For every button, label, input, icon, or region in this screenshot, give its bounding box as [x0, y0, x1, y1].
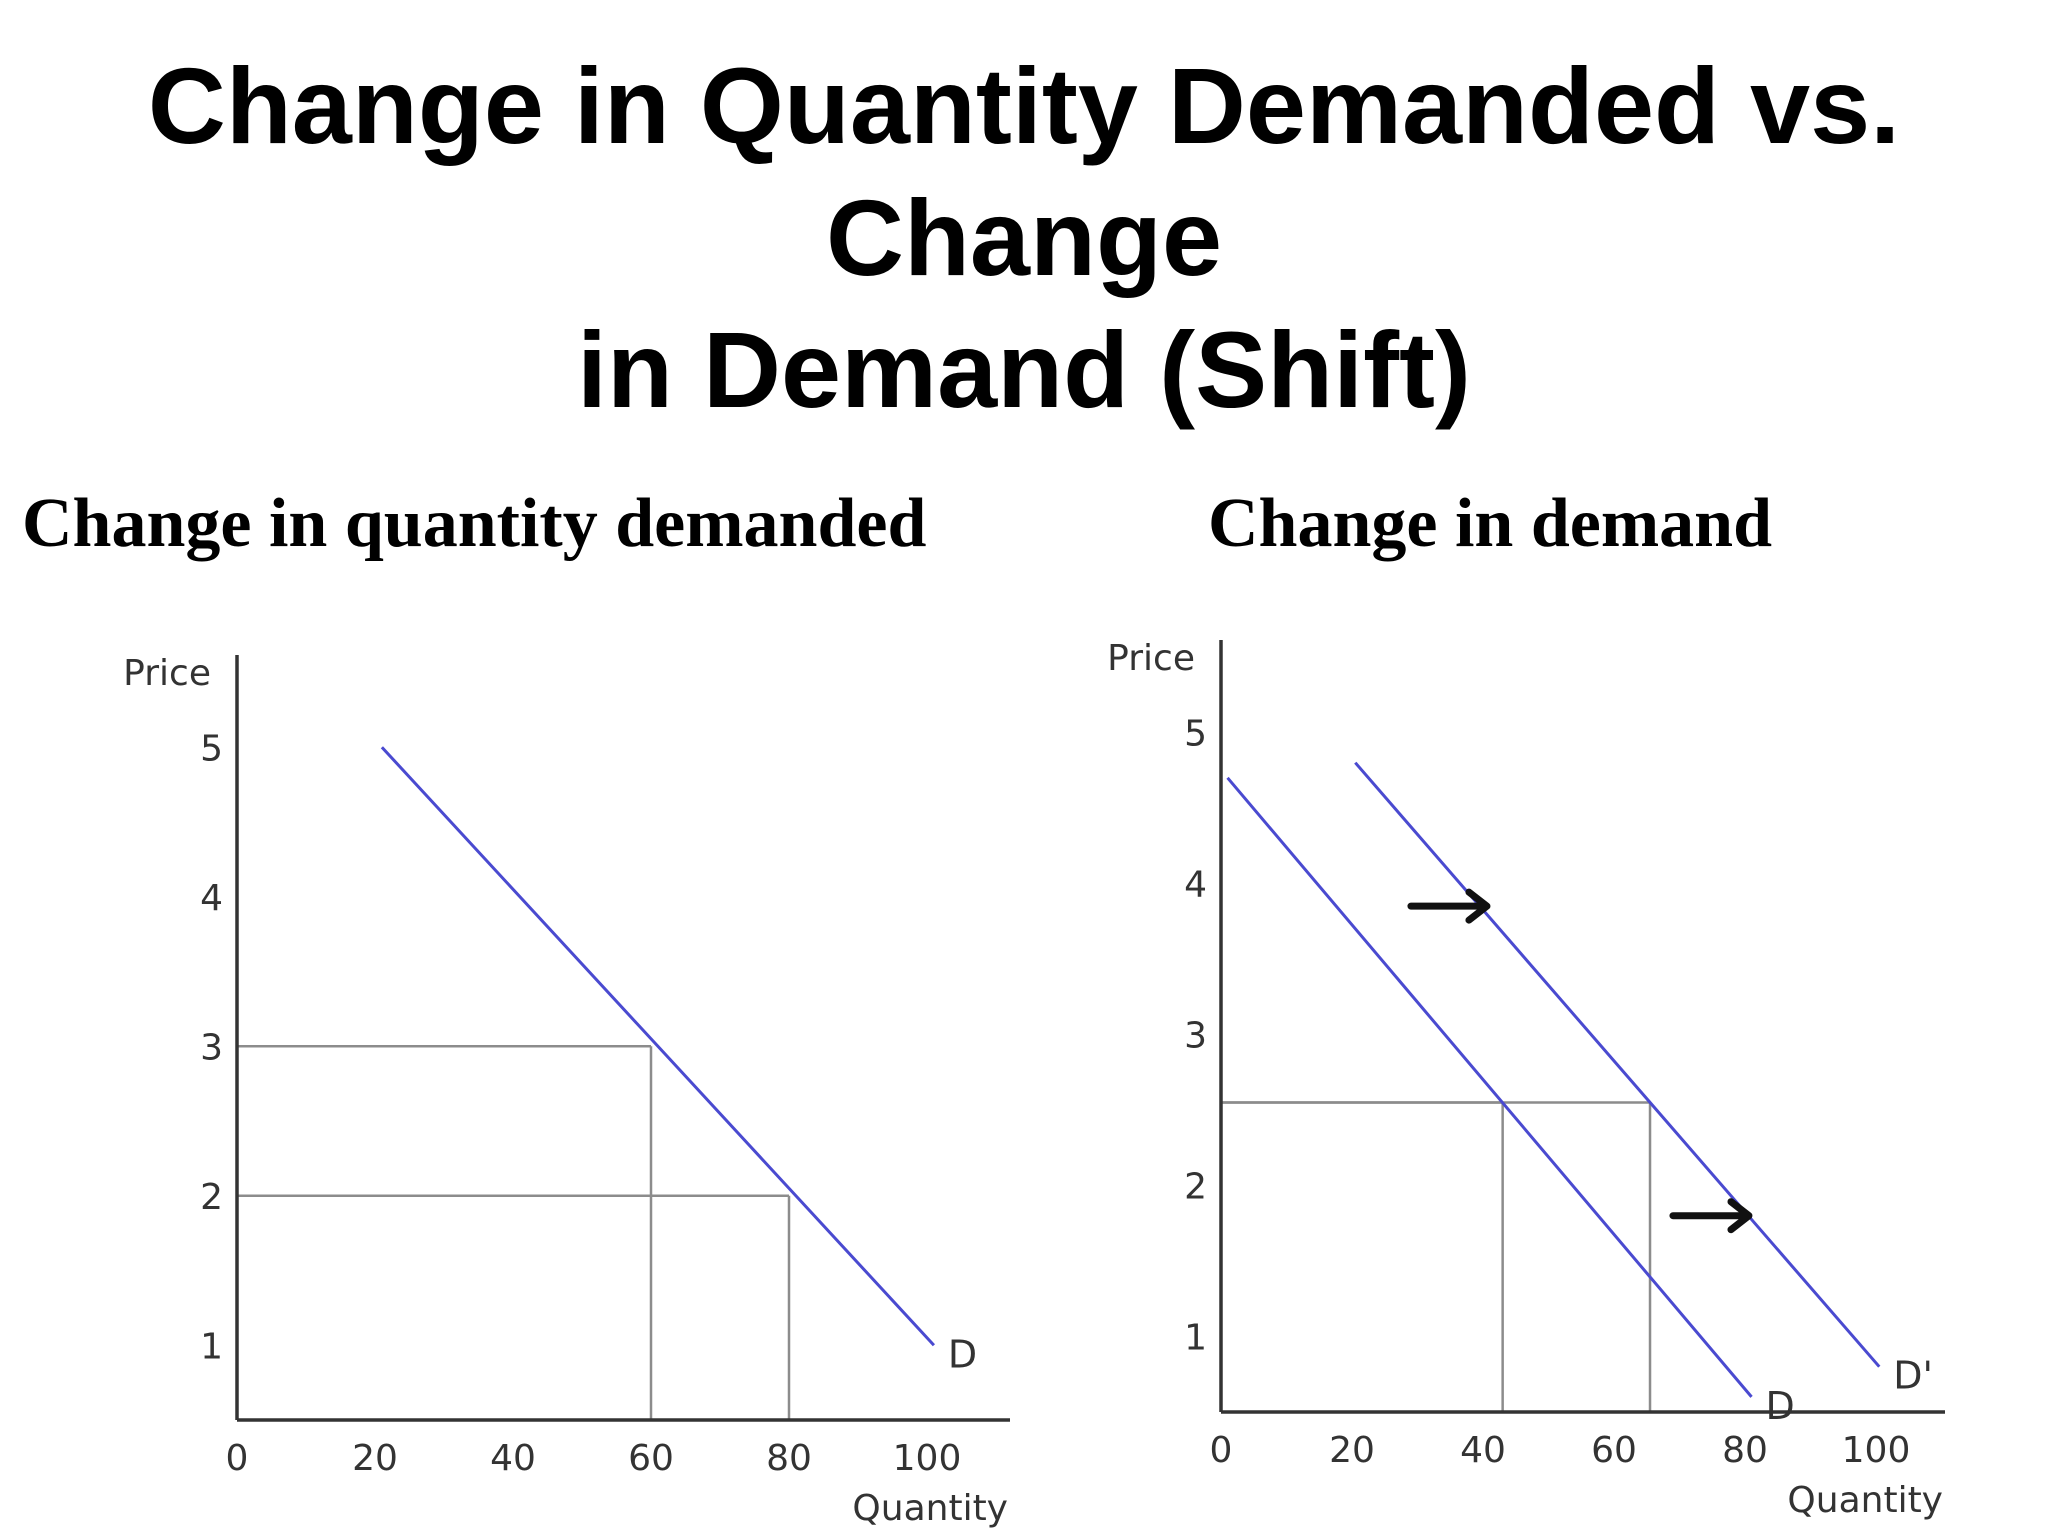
y-tick-label: 3 — [1184, 1016, 1207, 1057]
y-tick-label: 5 — [200, 728, 223, 769]
x-tick-label: 60 — [1591, 1430, 1637, 1471]
y-tick-label: 3 — [200, 1027, 223, 1068]
x-tick-label: 40 — [1460, 1430, 1506, 1471]
demand-curve-label: D — [948, 1332, 977, 1376]
x-tick-label: 40 — [490, 1438, 536, 1479]
demand-curve-2 — [1354, 761, 1881, 1368]
x-axis-label: Quantity — [852, 1488, 1008, 1529]
right-chart-heading: Change in demand — [1208, 485, 1773, 562]
y-tick-label: 1 — [1184, 1318, 1207, 1359]
x-tick-label: 80 — [1722, 1430, 1768, 1471]
x-tick-label: 0 — [1210, 1430, 1233, 1471]
quantity-demanded-chart: 0 20 40 60 80 100 1 2 3 4 5 Price Quantity D — [123, 653, 1010, 1529]
slide-title: Change in Quantity Demanded vs. Change i… — [0, 40, 2048, 436]
left-chart-heading: Change in quantity demanded — [22, 485, 927, 562]
x-tick-label: 100 — [893, 1438, 962, 1479]
demand-curve-1 — [1226, 776, 1753, 1398]
y-tick-label: 2 — [200, 1177, 223, 1218]
slide-title-line-1: Change in Quantity Demanded vs. Change — [147, 45, 1901, 298]
demand-curve-label: D — [1766, 1384, 1795, 1428]
demand-curve-1 — [380, 746, 936, 1347]
y-tick-label: 2 — [1184, 1167, 1207, 1208]
y-tick-label: 5 — [1184, 714, 1207, 755]
y-tick-label: 4 — [200, 878, 223, 919]
slide-title-line-2: in Demand (Shift) — [577, 309, 1471, 430]
x-tick-label: 100 — [1842, 1430, 1911, 1471]
demand-curve-label: D' — [1893, 1354, 1933, 1398]
shift-arrow-icon — [1407, 888, 1491, 924]
y-tick-label: 4 — [1184, 865, 1207, 906]
y-tick-label: 1 — [200, 1326, 223, 1367]
x-tick-label: 60 — [628, 1438, 674, 1479]
x-tick-label: 20 — [1329, 1430, 1375, 1471]
y-axis-label: Price — [1107, 638, 1195, 679]
y-axis-label: Price — [123, 653, 211, 694]
x-tick-label: 80 — [766, 1438, 812, 1479]
shift-arrow-icon — [1669, 1198, 1753, 1234]
x-axis-label: Quantity — [1787, 1480, 1943, 1521]
x-tick-label: 0 — [226, 1438, 249, 1479]
x-tick-label: 20 — [352, 1438, 398, 1479]
